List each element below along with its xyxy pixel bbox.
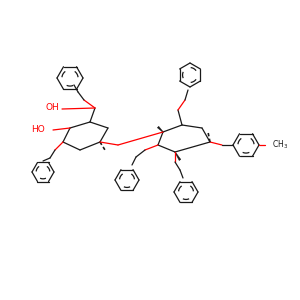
Text: HO: HO (31, 125, 45, 134)
Polygon shape (157, 126, 163, 132)
Text: CH$_3$: CH$_3$ (272, 139, 288, 151)
Text: OH: OH (45, 103, 59, 112)
Polygon shape (175, 152, 181, 161)
